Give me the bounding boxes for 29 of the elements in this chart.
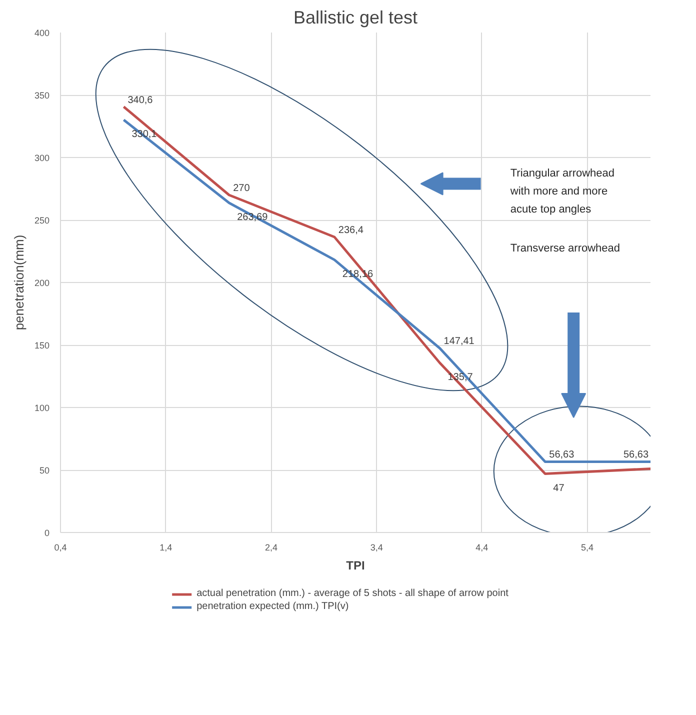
x-tick-label: 5,4 [581, 542, 594, 552]
x-tick-label: 3,4 [370, 542, 383, 552]
x-tick-label: 4,4 [476, 542, 488, 552]
data-label: 47 [553, 482, 565, 494]
y-tick-label: 150 [34, 340, 50, 350]
x-tick-label: 2,4 [264, 542, 278, 552]
y-tick-label: 0 [44, 528, 50, 538]
y-tick-label: 400 [34, 28, 50, 38]
x-tick-label: 0,4 [54, 542, 67, 552]
y-tick-label: 350 [34, 90, 50, 100]
y-tick-label: 200 [34, 278, 50, 288]
legend-label: actual penetration (mm.) - average of 5 shots - all shape of arrow point [196, 588, 508, 599]
data-label: 340,6 [128, 94, 154, 106]
y-tick-label: 50 [39, 466, 50, 476]
data-label: 56,63 [549, 450, 575, 461]
y-tick-label: 100 [34, 403, 50, 413]
y-axis-title: penetration(mm) [11, 234, 26, 330]
y-tick-label: 250 [34, 216, 50, 226]
data-label: 270 [233, 183, 250, 194]
y-tick-label: 300 [34, 153, 50, 163]
chart-title: Ballistic gel test [293, 8, 418, 28]
legend-label: penetration expected (mm.) TPI(v) [196, 601, 349, 612]
x-axis-title: TPI [346, 558, 365, 572]
annotation: Triangular arrowhead with more and more acute top angles [509, 168, 615, 216]
x-tick-label: 1,4 [160, 542, 172, 552]
data-label: 56,63 [623, 450, 649, 461]
data-label: 147,41 [444, 336, 475, 348]
annotation: Transverse arrowhead [510, 242, 620, 254]
data-label: 236,4 [338, 225, 364, 236]
